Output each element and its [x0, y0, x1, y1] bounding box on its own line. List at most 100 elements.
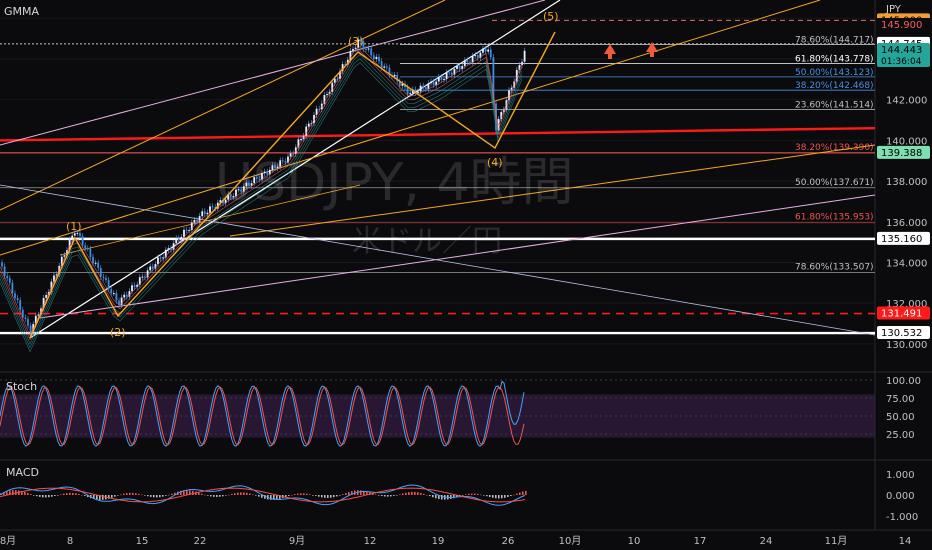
stoch-tick-label: 50.00 [886, 412, 915, 423]
candle [89, 248, 92, 257]
macd-hist-bar [219, 495, 221, 497]
candle [279, 160, 282, 167]
elliott-wave-path [29, 31, 556, 339]
candle [79, 232, 81, 237]
candle [450, 72, 453, 75]
candle [248, 182, 250, 186]
candle [86, 248, 89, 250]
macd-hist-bar [333, 495, 335, 498]
macd-hist-bar [132, 492, 134, 495]
candle [435, 81, 438, 86]
macd-hist-bar [237, 492, 239, 495]
macd-hist-bar [75, 493, 77, 495]
gmma-ribbon [0, 62, 523, 353]
candle [118, 300, 120, 305]
candle [437, 76, 440, 82]
macd-hist-bar [303, 493, 305, 495]
macd-hist-bar [351, 491, 353, 495]
time-tick-label: 12 [364, 536, 377, 547]
candle [128, 291, 131, 297]
price-tick-label: 140.000 [886, 136, 927, 147]
candle [242, 186, 245, 192]
macd-hist-bar [435, 495, 437, 499]
macd-hist-bar [381, 495, 383, 497]
target-arrow-icon [604, 44, 616, 59]
candle [219, 200, 222, 203]
candle [211, 206, 214, 208]
candle [27, 318, 29, 326]
candle [170, 248, 172, 250]
candle [60, 256, 63, 266]
price-tick-label: 132.000 [886, 299, 927, 310]
macd-hist-bar [495, 495, 497, 499]
candle [24, 317, 27, 319]
candle [469, 62, 471, 64]
candle [253, 177, 256, 184]
candle [71, 235, 74, 240]
macd-hist-bar [117, 495, 119, 496]
candle [281, 160, 284, 162]
macd-hist-bar [390, 495, 392, 497]
candle [177, 238, 180, 241]
candle [284, 161, 287, 163]
candle [196, 219, 198, 222]
candle [97, 262, 100, 269]
fib-level-label: 38.20%(139.390) [795, 143, 874, 153]
candle [159, 257, 162, 259]
trend-line [0, 184, 876, 336]
price-tick-label: 136.000 [886, 218, 927, 229]
candle [372, 55, 375, 60]
time-tick-label: 11月 [825, 535, 848, 547]
candle [458, 65, 461, 70]
macd-hist-bar [279, 495, 281, 499]
candle [190, 222, 193, 230]
time-tick-label: 19 [432, 536, 445, 547]
time-tick-label: 8月 [0, 535, 16, 547]
candle [131, 285, 133, 292]
candle [307, 123, 310, 127]
candle [76, 232, 79, 234]
candle [393, 74, 396, 77]
price-tick-label: 138.000 [886, 177, 927, 188]
macd-hist-bar [108, 495, 110, 499]
trend-line [0, 0, 821, 256]
candle [172, 243, 175, 250]
macd-hist-bar [114, 495, 116, 497]
price-tick-label: 130.000 [886, 340, 927, 351]
candle [380, 61, 383, 68]
macd-hist-bar [273, 495, 275, 500]
candle [440, 76, 443, 80]
candle [417, 91, 419, 93]
macd-hist-bar [6, 491, 8, 495]
macd-hist-bar [441, 495, 443, 500]
candle [175, 238, 178, 244]
fib-level-label: 61.80%(143.778) [795, 55, 874, 65]
candle [68, 239, 71, 251]
macd-hist-bar [438, 495, 440, 500]
macd-hist-bar [342, 494, 344, 495]
candle [409, 93, 412, 95]
candle [136, 284, 139, 287]
candle [463, 60, 466, 66]
macd-hist-bar [498, 495, 500, 499]
target-arrow-icon [646, 42, 658, 57]
time-tick-label: 9月 [289, 535, 305, 547]
candle [505, 100, 508, 110]
candle [144, 276, 146, 278]
countdown-text: 01:36:04 [881, 57, 922, 67]
candle [315, 108, 318, 115]
candle [84, 245, 87, 249]
macd-hist-bar [450, 495, 452, 499]
wave-label: (3) [348, 35, 364, 48]
macd-hist-bar [246, 492, 248, 495]
support-trendline [0, 126, 876, 142]
macd-hist-bar [42, 495, 44, 498]
macd-hist-bar [366, 491, 368, 495]
macd-hist-bar [372, 493, 374, 495]
macd-hist-bar [171, 493, 173, 495]
candle [263, 171, 266, 174]
macd-hist-bar [69, 492, 71, 495]
candle [492, 57, 495, 104]
macd-hist-bar [276, 495, 278, 500]
